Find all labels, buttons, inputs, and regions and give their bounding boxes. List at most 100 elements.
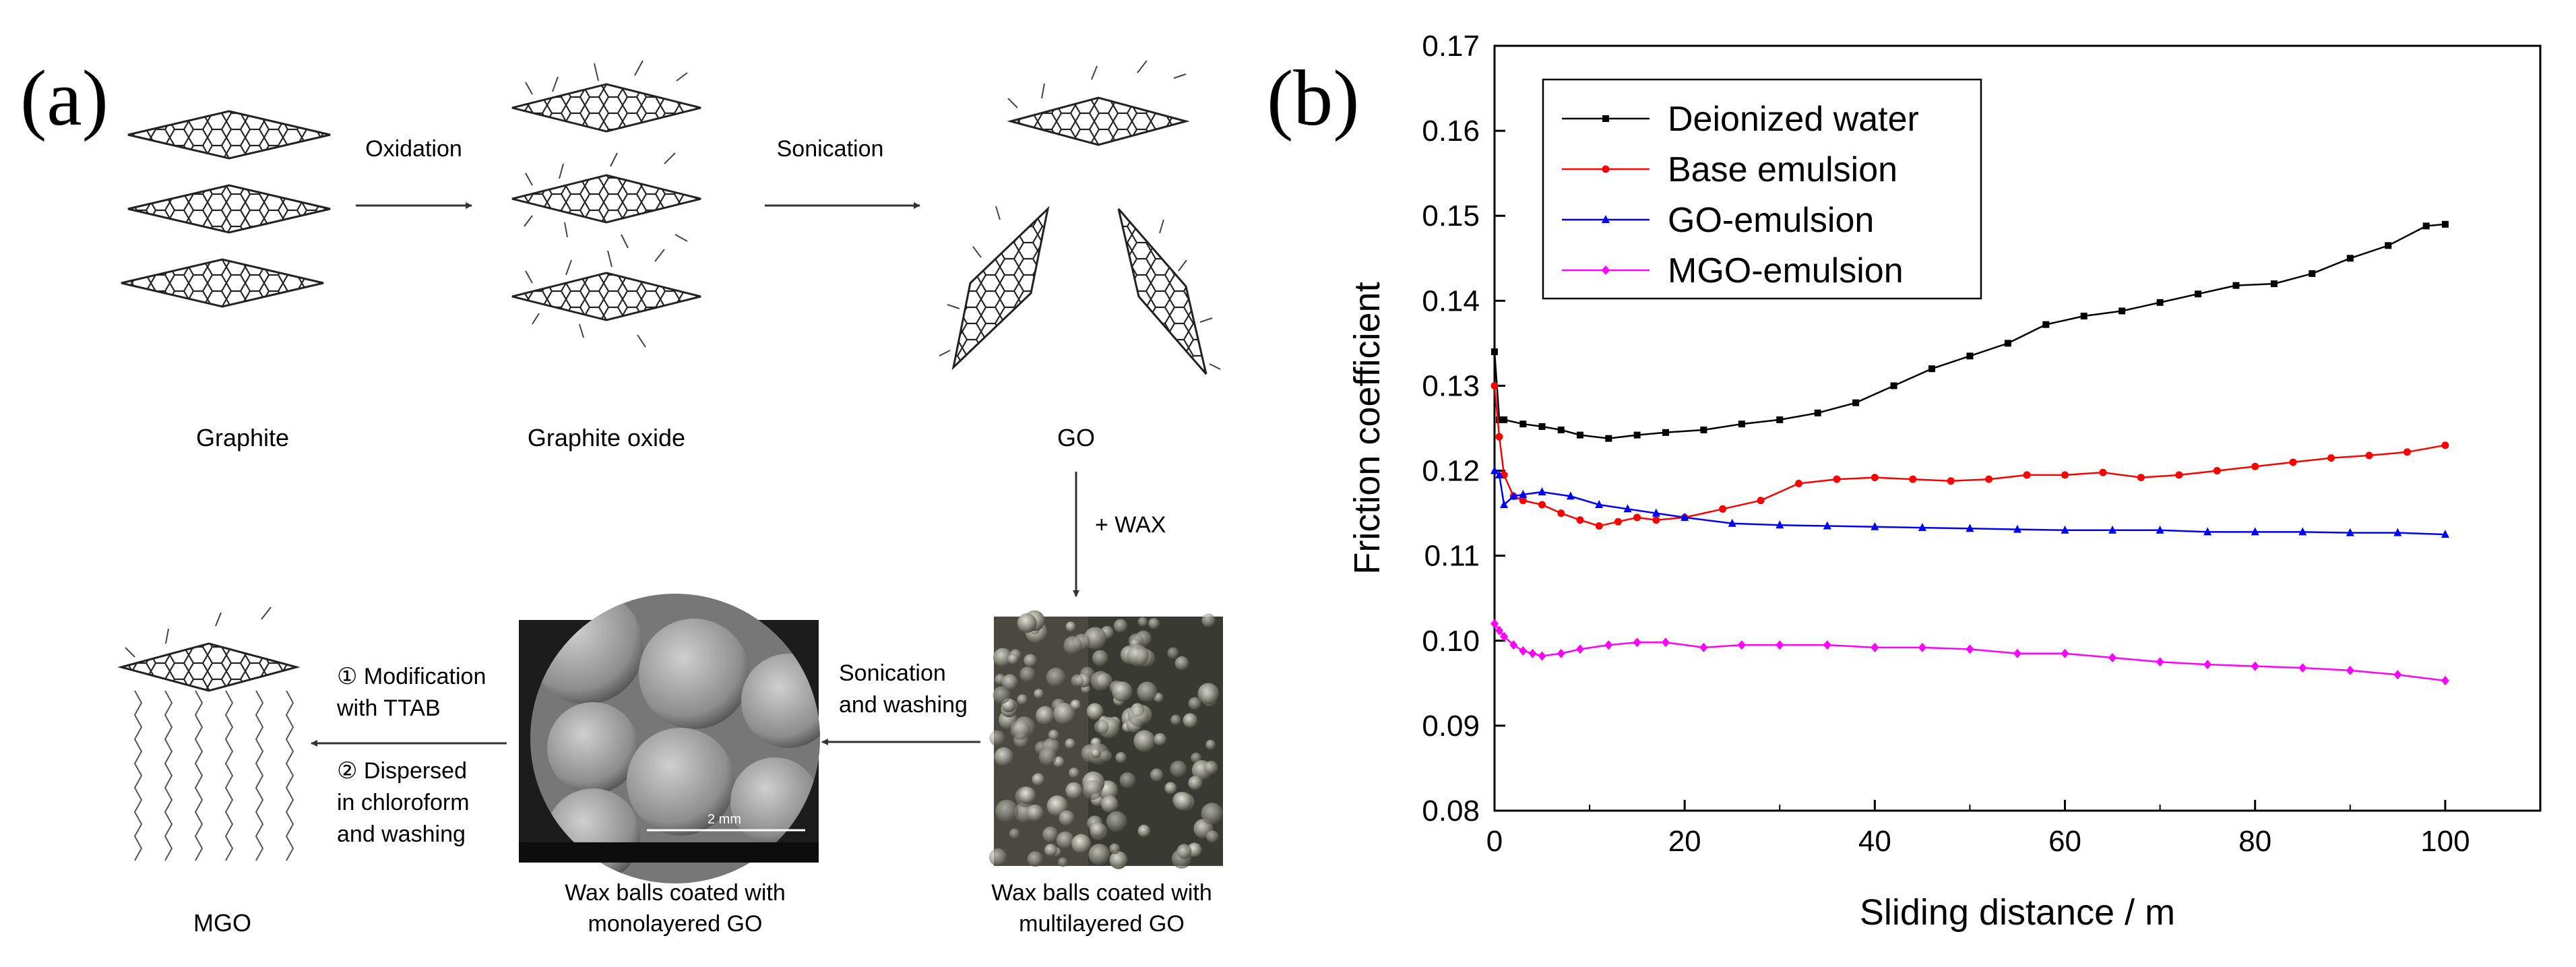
- label-step2-line2: in chloroform: [337, 790, 470, 815]
- wax-ball: [1137, 617, 1148, 627]
- x-tick-label: 80: [2238, 825, 2271, 858]
- wax-ball: [1091, 748, 1101, 759]
- data-point: [1918, 642, 1926, 652]
- wax-ball: [1191, 752, 1201, 763]
- data-point: [2232, 282, 2240, 289]
- wax-ball: [995, 799, 1019, 823]
- mgo-structure-icon: [117, 606, 301, 861]
- data-point: [1538, 501, 1546, 509]
- data-point: [1500, 500, 1509, 508]
- legend-label: Deionized water: [1668, 100, 1919, 139]
- legend-marker: [1602, 115, 1609, 122]
- data-point: [1566, 491, 1575, 500]
- data-point: [1496, 416, 1503, 423]
- wax-ball: [1206, 830, 1219, 843]
- label-wax-multi-line1: Wax balls coated with: [991, 880, 1212, 906]
- data-point: [1495, 470, 1504, 478]
- wax-ball: [1034, 689, 1044, 699]
- label-step2-line3: and washing: [337, 821, 466, 847]
- wax-ball: [1065, 738, 1075, 749]
- data-point: [2061, 648, 2069, 658]
- wax-ball: [1133, 730, 1156, 752]
- wax-ball: [989, 730, 1005, 746]
- data-point: [1519, 489, 1528, 498]
- label-mgo: MGO: [193, 909, 251, 937]
- graphite-oxide-sheets-icon: [511, 60, 701, 348]
- wax-ball: [1042, 826, 1059, 843]
- data-point: [1652, 516, 1660, 524]
- data-point: [2108, 653, 2117, 662]
- series-deionized-water: [1491, 220, 2449, 442]
- data-point: [2441, 676, 2449, 686]
- legend-label: Base emulsion: [1668, 150, 1897, 189]
- y-tick-label: 0.11: [1424, 540, 1480, 573]
- data-point: [2365, 451, 2373, 460]
- data-point: [2298, 663, 2307, 673]
- wax-ball: [1009, 828, 1020, 839]
- data-point: [2289, 458, 2297, 466]
- data-point: [1519, 420, 1527, 428]
- data-point: [1661, 637, 1670, 648]
- data-point: [1557, 509, 1565, 518]
- label-go: GO: [1057, 424, 1095, 451]
- x-tick-label: 100: [2420, 825, 2470, 858]
- data-point: [2441, 441, 2449, 449]
- data-point: [2422, 222, 2430, 230]
- data-point: [1495, 625, 1504, 635]
- wax-ball: [1019, 666, 1036, 683]
- data-point: [1501, 416, 1508, 423]
- wax-ball: [1017, 694, 1028, 706]
- data-point: [1604, 640, 1613, 650]
- wax-ball: [1174, 656, 1189, 670]
- graphite-sheets-icon: [121, 110, 331, 308]
- wax-ball: [1154, 732, 1166, 746]
- wax-ball: [1092, 650, 1108, 666]
- legend-label: GO-emulsion: [1668, 201, 1874, 240]
- sem-micrograph: 2 mm: [519, 594, 820, 883]
- wax-ball: [1058, 857, 1068, 867]
- y-tick-label: 0.17: [1422, 30, 1480, 63]
- y-tick-label: 0.16: [1422, 115, 1480, 148]
- data-point: [1737, 640, 1746, 650]
- data-point: [1662, 429, 1669, 436]
- wax-ball: [1150, 768, 1164, 782]
- data-point: [1490, 466, 1499, 474]
- alkyl-chain: [164, 690, 173, 861]
- y-tick-label: 0.13: [1422, 369, 1480, 402]
- wax-ball: [989, 848, 1007, 867]
- panel-a: (a) Graphite Oxidation Graphite oxide: [20, 54, 1224, 937]
- data-point: [1509, 640, 1518, 650]
- data-point: [1528, 648, 1537, 658]
- data-point: [1490, 381, 1499, 389]
- data-point: [1633, 431, 1641, 439]
- data-point: [1557, 427, 1565, 434]
- alkyl-chain: [133, 690, 143, 861]
- alkyl-chain: [194, 690, 203, 861]
- data-point: [1509, 491, 1518, 500]
- wax-ball: [1188, 776, 1203, 790]
- data-point: [1871, 522, 1879, 530]
- wax-ball: [1026, 804, 1044, 822]
- wax-ball: [1109, 851, 1128, 869]
- legend-marker: [1602, 215, 1610, 223]
- wax-ball: [1032, 773, 1044, 786]
- data-point: [2393, 528, 2402, 536]
- wax-ball: [1119, 772, 1136, 788]
- series-go-emulsion: [1490, 466, 2449, 538]
- wax-ball: [1010, 720, 1030, 740]
- data-point: [1605, 435, 1612, 442]
- wax-ball: [1065, 782, 1083, 799]
- wax-ball: [1059, 810, 1075, 826]
- legend: Deionized water Base emulsion GO-emulsion M…: [1542, 78, 1982, 300]
- data-point: [1519, 646, 1528, 656]
- data-point: [1985, 475, 1993, 483]
- data-point: [1871, 642, 1879, 652]
- data-point: [1918, 523, 1926, 532]
- data-point: [1728, 518, 1736, 527]
- wax-ball: [1148, 618, 1160, 629]
- wax-ball: [1056, 831, 1074, 849]
- wax-ball: [1113, 619, 1128, 633]
- series-line: [1493, 385, 2446, 527]
- data-point: [1699, 642, 1708, 652]
- label-step2-line1: ② Dispersed: [337, 758, 467, 784]
